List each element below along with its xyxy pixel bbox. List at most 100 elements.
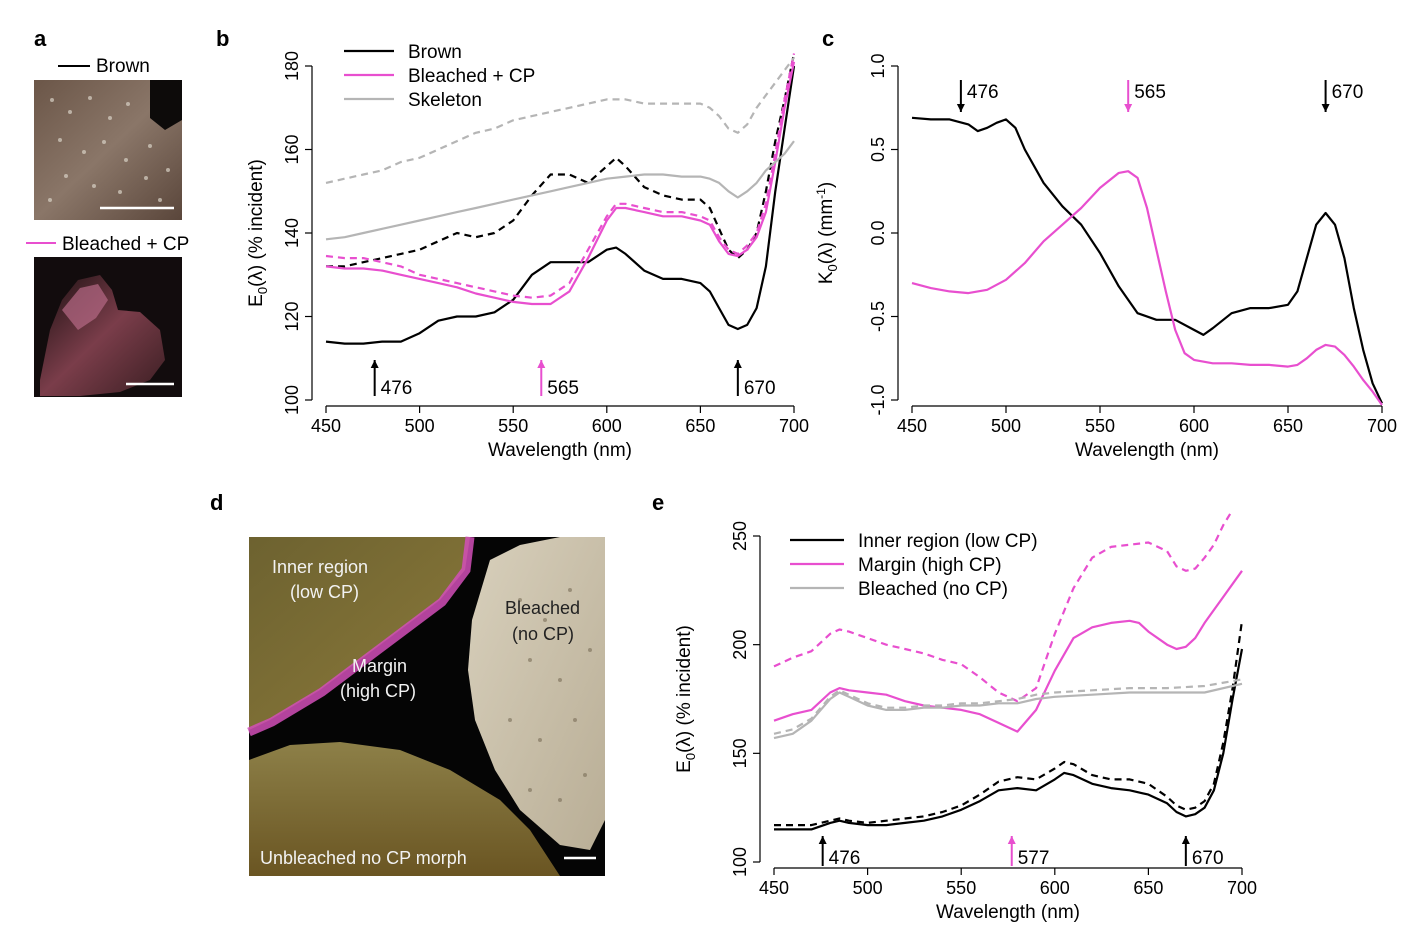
label-inner-region-cp: (low CP) — [290, 582, 359, 602]
series-line-margin-high-cp--dashed — [773, 509, 1234, 703]
chart-panel-b: b 450 500 550 600 650 700 100 120 140 160 180 Wavele… — [216, 26, 809, 461]
panel-letter-e: e — [652, 490, 664, 515]
x-tick-label: 450 — [897, 416, 927, 436]
x-tick-label: 550 — [946, 878, 976, 898]
y-tick-label: 120 — [282, 301, 302, 331]
y-tick-label: 0.5 — [868, 137, 888, 162]
photo-bleached-coral — [34, 257, 182, 397]
series-line-inner-region-low-cp--solid — [774, 648, 1244, 831]
arrow-head — [1007, 836, 1016, 844]
charts: b 450 500 550 600 650 700 100 120 140 160 180 Wavele… — [216, 26, 1397, 923]
series-line-brown-solid — [911, 116, 1383, 404]
x-axis-title-c: Wavelength (nm) — [1075, 440, 1219, 461]
y-axis-title-e: E0(λ) (% incident) — [674, 625, 698, 773]
y-tick-label: 100 — [282, 385, 302, 415]
x-tick-label: 700 — [1367, 416, 1397, 436]
arrow-label: 670 — [1192, 848, 1224, 869]
x-tick-label: 650 — [685, 416, 715, 436]
photo-brown-coral — [34, 80, 182, 220]
series-line-margin-high-cp--solid — [773, 570, 1243, 733]
y-tick-label: 180 — [282, 51, 302, 81]
x-axis-title-e: Wavelength (nm) — [936, 902, 1080, 923]
x-tick-label: 650 — [1273, 416, 1303, 436]
arrow-head — [1321, 104, 1330, 112]
x-tick-label: 700 — [779, 416, 809, 436]
panel-a: a Brown Bleached + CP — [26, 26, 189, 397]
series-line-brown-solid — [325, 65, 796, 345]
series-line-bleached-cp-solid — [911, 170, 1383, 406]
x-tick-label: 500 — [405, 416, 435, 436]
y-tick-label: -1.0 — [868, 384, 888, 415]
series-line-skeleton-solid — [325, 140, 795, 241]
x-tick-label: 600 — [592, 416, 622, 436]
legend-label: Bleached (no CP) — [858, 579, 1008, 600]
panel-letter-a: a — [34, 26, 47, 51]
arrow-label: 476 — [829, 848, 861, 869]
x-tick-label: 500 — [991, 416, 1021, 436]
photo-coral-regions — [247, 536, 605, 876]
arrow-label: 670 — [744, 378, 776, 399]
arrow-head — [733, 360, 742, 368]
panel-letter-d: d — [210, 490, 223, 515]
x-tick-label: 450 — [759, 878, 789, 898]
x-tick-label: 650 — [1133, 878, 1163, 898]
x-tick-label: 550 — [1085, 416, 1115, 436]
y-tick-label: 150 — [730, 738, 750, 768]
arrow-label: 565 — [547, 378, 579, 399]
arrow-head — [370, 360, 379, 368]
series-line-bleached-no-cp--dashed — [773, 678, 1243, 735]
y-tick-label: -0.5 — [868, 301, 888, 332]
label-bleached-cp: (no CP) — [512, 624, 574, 644]
arrow-label: 565 — [1134, 82, 1166, 103]
arrow-head — [956, 104, 965, 112]
legend-label: Inner region (low CP) — [858, 531, 1038, 552]
series-line-bleached-no-cp--solid — [773, 682, 1243, 740]
x-tick-label: 500 — [853, 878, 883, 898]
series-line-brown-dashed — [326, 53, 796, 268]
label-inner-region: Inner region — [272, 557, 368, 577]
y-tick-label: 160 — [282, 134, 302, 164]
chart-panel-c: c 450 500 550 600 650 700 -1.0 -0.5 0.0 0.5 1.0 Wave… — [814, 26, 1397, 461]
legend-label-bleached: Bleached + CP — [62, 234, 189, 255]
y-tick-label: 1.0 — [868, 53, 888, 78]
y-tick-label: 250 — [730, 521, 750, 551]
label-unbleached: Unbleached no CP morph — [260, 848, 467, 868]
legend-label: Skeleton — [408, 90, 482, 111]
label-margin: Margin — [352, 656, 407, 676]
arrow-label: 577 — [1018, 848, 1050, 869]
series-line-bleached-cp-dashed — [325, 53, 796, 299]
arrow-label: 476 — [967, 82, 999, 103]
y-axis-title-b: E0(λ) (% incident) — [246, 159, 270, 307]
arrow-head — [1124, 104, 1133, 112]
arrow-head — [1181, 836, 1190, 844]
arrow-head — [537, 360, 546, 368]
panel-letter-b: b — [216, 26, 229, 51]
x-tick-label: 450 — [311, 416, 341, 436]
series-line-inner-region-low-cp--dashed — [774, 620, 1244, 827]
x-tick-label: 550 — [498, 416, 528, 436]
label-margin-cp: (high CP) — [340, 681, 416, 701]
legend-label: Margin (high CP) — [858, 555, 1002, 576]
series-line-bleached-cp-solid — [325, 61, 796, 306]
legend-label: Brown — [408, 42, 462, 63]
x-tick-label: 700 — [1227, 878, 1257, 898]
arrow-head — [818, 836, 827, 844]
x-tick-label: 600 — [1179, 416, 1209, 436]
legend-label: Bleached + CP — [408, 66, 535, 87]
label-bleached: Bleached — [505, 598, 580, 618]
y-tick-label: 200 — [730, 630, 750, 660]
panel-letter-c: c — [822, 26, 834, 51]
y-axis-title-c: K0(λ) (mm-1) — [814, 182, 840, 284]
x-tick-label: 600 — [1040, 878, 1070, 898]
panel-d: d Inner region (low CP) Margin (high CP)… — [210, 490, 605, 876]
arrow-label: 670 — [1332, 82, 1364, 103]
y-tick-label: 0.0 — [868, 220, 888, 245]
series-line-skeleton-dashed — [325, 57, 795, 184]
legend-label-brown: Brown — [96, 56, 150, 77]
y-tick-label: 100 — [730, 847, 750, 877]
x-axis-title-b: Wavelength (nm) — [488, 440, 632, 461]
y-tick-label: 140 — [282, 218, 302, 248]
arrow-label: 476 — [381, 378, 413, 399]
chart-panel-e: e 450 500 550 600 650 700 100 150 200 250 Wavelengt… — [652, 490, 1257, 923]
